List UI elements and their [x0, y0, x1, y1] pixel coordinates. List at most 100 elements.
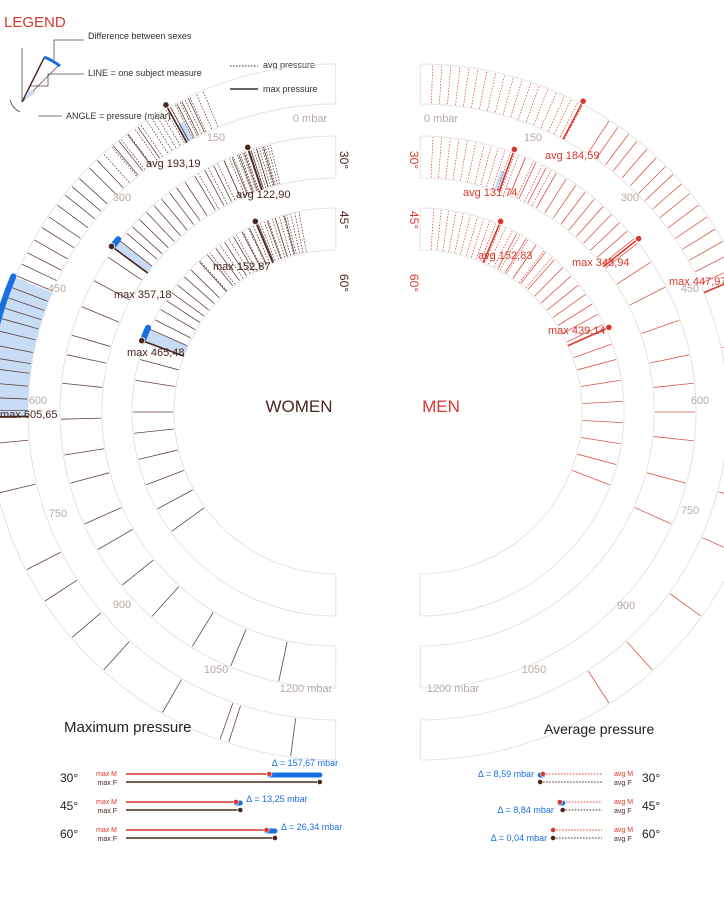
men-avg-line-60-6: [465, 217, 478, 256]
men-max-line-30-9: [659, 193, 690, 218]
men-max-line-60-11: [566, 324, 604, 343]
women-max-line-30-36: [71, 612, 102, 638]
men-avg-line-30-8: [494, 75, 505, 113]
women-scale-1: 150: [207, 132, 225, 144]
women-max-line-45-23: [94, 280, 130, 301]
women-avg-line-45-3: [261, 147, 274, 186]
avg-m-dot-0: [540, 771, 546, 777]
men-max-line-45-2: [527, 167, 547, 204]
men-max-line-30-22: [669, 593, 701, 617]
men-avg-line-45-14: [516, 161, 534, 198]
men-avg-line-60-8: [475, 221, 491, 260]
women-avg-line-45-5: [256, 148, 269, 188]
avg-f-dot-2: [550, 835, 556, 841]
women-avg-line-45-6: [253, 149, 267, 188]
women-avg-line-45-13: [233, 156, 249, 195]
women-max-line-60-16: [160, 309, 196, 331]
women-avg-line-45-17: [208, 168, 228, 204]
legend: LEGEND Difference between sexes LINE = o…: [4, 14, 318, 121]
women-max-line-30-17: [27, 252, 62, 271]
women-avg-line-60-7: [271, 219, 286, 258]
men-max-line-60-4: [527, 259, 555, 290]
men-avg-line-45-6: [474, 144, 485, 184]
women-max-line-30-33: [0, 483, 36, 494]
men-avg-line-60-5: [460, 215, 471, 255]
men-avg-line-30-15: [548, 96, 565, 132]
women-avg-line-60-16: [228, 239, 251, 274]
women-max-line-60-18: [150, 329, 188, 347]
men-max-line-45-11: [596, 230, 628, 258]
men-avg-line-45-10: [496, 152, 511, 191]
avg-angle-0: 30°: [642, 771, 660, 785]
men-avg-line-30-4: [463, 68, 470, 107]
women-avg-line-30-4: [179, 101, 198, 137]
women-max-line-30-34: [26, 551, 61, 570]
men-max-line-45-20: [653, 436, 694, 442]
women-max-line-30-1: [181, 101, 199, 136]
women-max-line-30-38: [162, 679, 182, 713]
men-max-line-45-8: [576, 206, 604, 237]
women-max-line-30-10: [79, 178, 108, 205]
women-max-line-30-5: [127, 134, 151, 166]
women-max-line-45-33: [122, 559, 154, 586]
men-avg-line-60-13: [499, 234, 520, 271]
women-max-line-30-27: [0, 369, 30, 374]
women-max-line-30-4: [137, 126, 160, 159]
women-avg-mark-45: [247, 149, 263, 191]
men-max-line-60-17: [582, 420, 623, 424]
avg-m-label-1: avg M: [614, 799, 633, 806]
women-avg-mark-60: [255, 223, 274, 264]
women-avg-line-60-13: [248, 228, 267, 266]
women-max-line-45-22: [108, 257, 142, 281]
men-max-line-30-15: [700, 272, 724, 284]
legend-angle: ANGLE = pressure (mbar): [66, 111, 171, 121]
men-avg-line-45-1: [438, 137, 442, 178]
women-avg-mark-30: [166, 107, 188, 143]
legend-glyph: [9, 39, 84, 117]
men-max-line-45-21: [646, 472, 686, 484]
women-max-line-60-20: [139, 359, 179, 371]
avg-delta-label-1: Δ = 8,84 mbar: [498, 805, 554, 815]
men-avg-line-45-7: [480, 146, 492, 186]
women-max-line-60-3: [257, 224, 274, 262]
men-max-line-45-14: [616, 261, 651, 285]
women-avg-line-45-12: [237, 155, 253, 193]
women-avg-line-30-5: [174, 104, 194, 139]
women-max-line-60-21: [135, 379, 176, 387]
women-max-line-60-6: [233, 236, 255, 272]
men-max-line-45-16: [641, 319, 680, 334]
women-avg-line-60-19: [199, 260, 228, 292]
women-max-line-60-4: [249, 228, 267, 265]
women-avg-line-30-0: [202, 91, 219, 127]
women-max-line-45-26: [66, 354, 107, 364]
men-max-line-30-5: [630, 157, 657, 186]
women-max-line-30-22: [4, 307, 42, 320]
men-avg-line-45-5: [467, 142, 477, 182]
max-f-dot-2: [272, 835, 278, 841]
men-max-label-60: max 439,14: [548, 325, 605, 337]
women-scale-5: 750: [49, 508, 67, 520]
women-max-line-45-6: [231, 157, 248, 195]
women-max-line-30-26: [0, 358, 31, 365]
women-max-line-30-35: [44, 579, 78, 602]
women-max-line-30-25: [0, 345, 33, 353]
women-avg-line-45-11: [239, 154, 255, 192]
max-f-label-1: max F: [98, 808, 117, 815]
men-max-line-30-6: [638, 166, 666, 194]
men-avg-mark-45: [498, 151, 515, 193]
men-max-dot-45: [635, 235, 643, 243]
men-max-line-45-1: [518, 162, 537, 200]
men-avg-line-45-4: [460, 141, 468, 181]
women-avg-line-45-18: [198, 173, 219, 209]
women-max-line-30-18: [21, 263, 57, 281]
avg-f-label-1: avg F: [614, 808, 632, 815]
men-avg-line-30-9: [502, 77, 514, 115]
women-max-line-30-28: [0, 383, 29, 387]
women-avg-line-30-1: [196, 94, 213, 130]
women-max-line-30-11: [71, 186, 102, 212]
women-label: WOMEN: [265, 397, 332, 416]
avg-f-label-0: avg F: [614, 780, 632, 787]
women-max-line-60-9: [207, 254, 234, 287]
men-avg-line-60-7: [470, 219, 485, 258]
max-f-label-2: max F: [98, 836, 117, 843]
